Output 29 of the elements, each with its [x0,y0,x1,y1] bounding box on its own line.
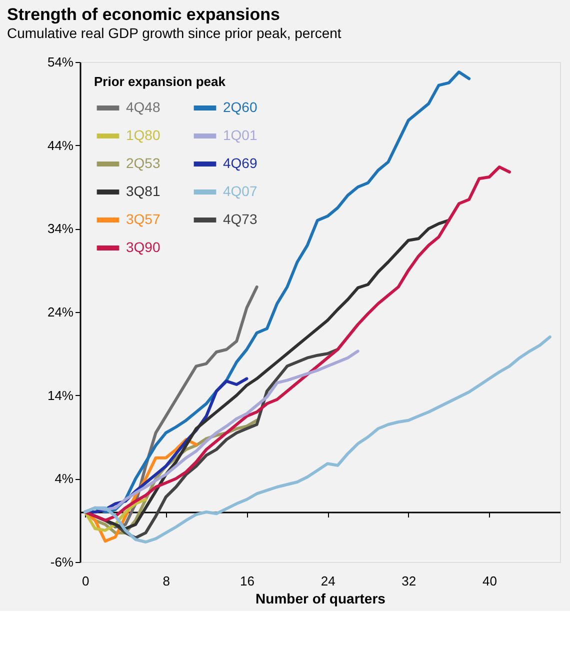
legend-label: 4Q48 [126,99,160,115]
legend-label: 4Q69 [223,155,258,171]
x-tick-label: 0 [82,574,90,588]
y-tick-label: -6% [50,554,74,570]
legend-label: 4Q07 [223,183,258,199]
line-series [84,336,552,544]
chart-title: Strength of economic expansions [6,5,280,24]
y-tick-label: 4% [54,471,74,486]
chart-subtitle: Cumulative real GDP growth since prior peak, percent [6,25,342,41]
x-axis-title: Number of quarters [256,590,386,606]
legend-label: 3Q90 [126,239,160,255]
legend-label: 1Q80 [126,127,160,143]
legend-title: Prior expansion peak [94,74,226,89]
legend-label: 3Q57 [126,211,160,227]
y-tick-label: 44% [47,138,74,153]
y-tick-label: 24% [47,304,74,320]
legend-label: 1Q01 [223,127,258,143]
y-tick-label: 54% [47,54,74,70]
x-tick-label: 16 [240,574,254,588]
legend-label: 3Q81 [126,183,160,199]
legend-label: 2Q53 [126,155,160,171]
legend-label: 4Q73 [223,211,258,227]
x-tick-label: 8 [162,574,170,588]
x-tick-label: 24 [320,574,336,588]
x-tick-label: 32 [402,574,416,588]
y-tick-label: 14% [47,388,74,403]
y-tick-label: 34% [47,221,74,236]
legend-label: 2Q60 [223,99,258,115]
x-tick-label: 40 [482,574,497,588]
